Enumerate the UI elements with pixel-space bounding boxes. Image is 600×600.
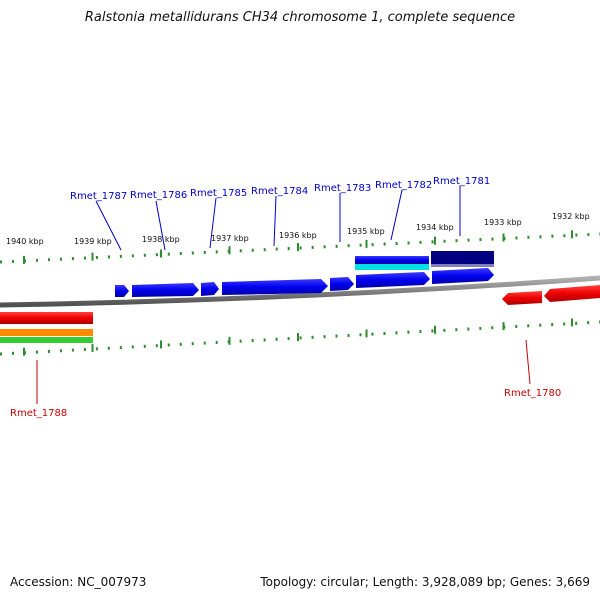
tick-label: 1938 kbp [142, 235, 180, 244]
topology-summary-text: Topology: circular; Length: 3,928,089 bp… [260, 575, 590, 589]
gene-label-rmet-1786[interactable]: Rmet_1786 [130, 190, 187, 201]
chromosome-backbone [0, 275, 600, 308]
gene-arrow-rmet-1783[interactable] [356, 272, 430, 288]
gene-arrow-rmet-1780[interactable] [502, 291, 542, 305]
feature-rmet-1782-tracks[interactable] [355, 256, 429, 270]
reverse-genes-right [502, 285, 600, 305]
accession-text: Accession: NC_007973 [10, 575, 147, 589]
tick-label: 1935 kbp [347, 227, 385, 236]
feature-rmet-1781-track[interactable] [431, 251, 494, 267]
tick-label: 1932 kbp [552, 212, 590, 221]
gene-arrow-rmet-1784[interactable] [330, 277, 354, 291]
gene-arrow-rmet-1786[interactable] [201, 282, 219, 296]
gene-arrow-rmet-1785[interactable] [222, 279, 328, 295]
major-ticks-lower [23, 318, 573, 356]
tick-label: 1936 kbp [279, 231, 317, 240]
gene-arrow-rmet-1787[interactable] [132, 283, 199, 297]
tick-label: 1940 kbp [6, 237, 44, 246]
lower-tick-row [0, 320, 600, 356]
label-connectors [36, 186, 531, 404]
gene-label-rmet-1780[interactable]: Rmet_1780 [504, 388, 561, 399]
gene-label-rmet-1787[interactable]: Rmet_1787 [70, 191, 127, 202]
gene-arrow-rmet-1788b[interactable] [115, 285, 129, 297]
major-ticks-upper [23, 230, 573, 264]
upper-tick-row [0, 232, 600, 264]
gene-label-rmet-1788[interactable]: Rmet_1788 [10, 408, 67, 419]
tick-labels: 1940 kbp 1939 kbp 1938 kbp 1937 kbp 1936… [6, 212, 590, 246]
gene-arrow-rmet-1782[interactable] [432, 268, 494, 284]
gene-label-rmet-1784[interactable]: Rmet_1784 [251, 186, 308, 197]
gene-label-rmet-1785[interactable]: Rmet_1785 [190, 188, 247, 199]
gene-label-rmet-1783[interactable]: Rmet_1783 [314, 183, 371, 194]
tick-label: 1939 kbp [74, 237, 112, 246]
tick-label: 1933 kbp [484, 218, 522, 227]
reverse-gene-rmet-1788[interactable] [0, 312, 93, 343]
map-title: Ralstonia metallidurans CH34 chromosome … [84, 10, 516, 25]
gene-label-rmet-1781[interactable]: Rmet_1781 [433, 176, 490, 187]
gene-arrow-rmet-1779[interactable] [544, 285, 600, 302]
gene-label-rmet-1782[interactable]: Rmet_1782 [375, 180, 432, 191]
gene-labels: Rmet_1787 Rmet_1786 Rmet_1785 Rmet_1784 … [10, 176, 561, 419]
tick-label: 1937 kbp [211, 234, 249, 243]
forward-genes [115, 268, 494, 297]
tick-label: 1934 kbp [416, 223, 454, 232]
